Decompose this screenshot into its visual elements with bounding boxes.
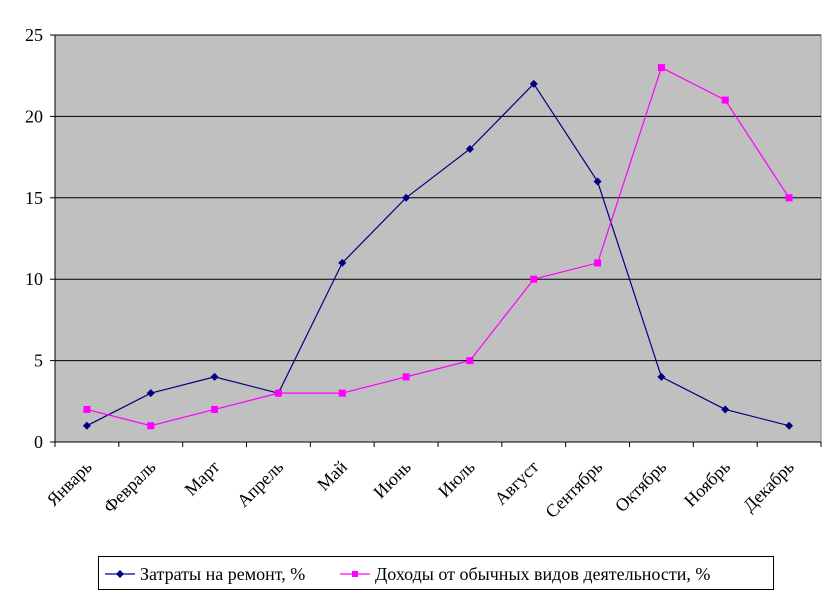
- x-axis: Январь Февраль Март Апрель Май Июнь Июль Август…: [43, 441, 822, 522]
- data-point: [594, 259, 602, 267]
- data-point: [83, 405, 91, 413]
- y-tick-label: 25: [25, 25, 43, 45]
- data-point: [402, 193, 411, 202]
- data-point: [530, 275, 538, 283]
- data-point: [146, 389, 155, 398]
- data-point: [529, 79, 538, 88]
- data-point: [785, 421, 794, 430]
- x-tick-label: Октябрь: [611, 457, 670, 516]
- legend-item-repair-costs: Затраты на ремонт, %: [105, 564, 305, 584]
- series-line: [86, 66, 790, 427]
- data-point: [593, 177, 602, 186]
- plot-area: [54, 34, 822, 443]
- x-tick-label: Июль: [434, 457, 479, 502]
- x-tick-label: Ноябрь: [680, 457, 734, 511]
- data-point: [721, 405, 730, 414]
- legend-item-income: Доходы от обычных видов деятельности, %: [340, 564, 710, 584]
- data-point: [465, 144, 474, 153]
- x-tick-label: Июнь: [369, 457, 414, 502]
- data-point: [785, 194, 793, 202]
- y-tick-label: 5: [34, 351, 43, 371]
- data-point: [721, 96, 729, 104]
- data-point: [147, 422, 155, 430]
- legend-square-marker-icon: [352, 571, 358, 577]
- y-tick-label: 0: [34, 432, 43, 452]
- y-tick-label: 15: [25, 188, 43, 208]
- y-axis: 0 5 10 15 20 25: [25, 25, 56, 452]
- data-point: [466, 357, 474, 365]
- data-point: [338, 258, 347, 267]
- legend-label-income: Доходы от обычных видов деятельности, %: [375, 564, 710, 584]
- y-tick-label: 10: [25, 269, 43, 289]
- x-tick-label: Сентябрь: [541, 457, 606, 522]
- legend: Затраты на ремонт, % Доходы от обычных в…: [98, 556, 774, 590]
- x-tick-label: Март: [181, 457, 224, 500]
- legend-label-repair-costs: Затраты на ремонт, %: [140, 564, 305, 584]
- x-tick-label: Декабрь: [739, 457, 798, 516]
- y-tick-label: 20: [25, 106, 43, 126]
- series-layer: [82, 64, 794, 430]
- data-point: [210, 372, 219, 381]
- legend-diamond-marker-icon: [116, 570, 124, 578]
- x-tick-label: Май: [313, 456, 351, 494]
- x-tick-label: Февраль: [99, 457, 159, 517]
- x-tick-label: Август: [490, 457, 542, 509]
- data-point: [338, 389, 346, 397]
- data-point: [657, 372, 666, 381]
- data-point: [402, 373, 410, 381]
- x-tick-label: Апрель: [233, 457, 287, 511]
- series-line: [86, 82, 790, 427]
- data-point: [657, 64, 665, 72]
- x-tick-label: Январь: [43, 457, 96, 510]
- data-point: [274, 389, 282, 397]
- data-point: [82, 421, 91, 430]
- gridlines: [55, 34, 821, 362]
- data-point: [211, 405, 219, 413]
- series-1: [83, 64, 793, 430]
- series-0: [82, 79, 794, 430]
